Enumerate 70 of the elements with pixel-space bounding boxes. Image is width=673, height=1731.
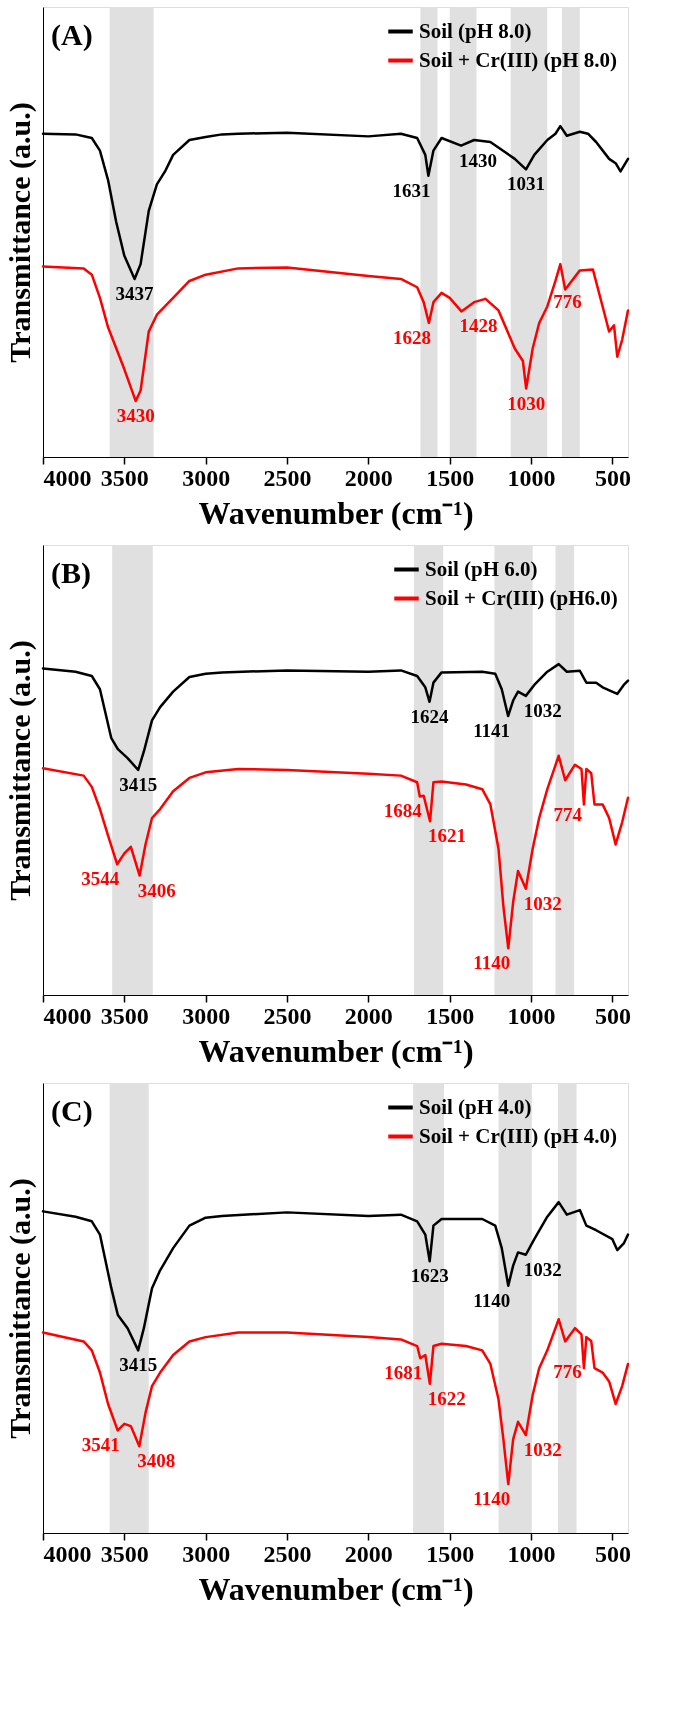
x-tick-label: 2000: [344, 1002, 393, 1029]
x-tick-label: 2000: [344, 464, 393, 491]
chart-title: (A): [51, 18, 93, 52]
x-tick-label: 2500: [263, 464, 312, 491]
annotation: 1623: [410, 1265, 449, 1287]
annotation: 1140: [473, 1488, 511, 1510]
x-tick-label: 500: [594, 1002, 631, 1029]
y-axis-title: Transmittance (a.u.): [2, 1178, 37, 1439]
annotation: 774: [553, 803, 583, 825]
x-tick-label: 1000: [507, 1540, 556, 1567]
chart-title: (C): [51, 1094, 93, 1128]
annotation: 1140: [473, 1289, 511, 1311]
x-tick-label: 3000: [182, 1002, 231, 1029]
x-tick-label: 3000: [182, 464, 231, 491]
annotation: 1621: [428, 825, 467, 847]
annotation: 1622: [427, 1387, 466, 1409]
chart-title: (B): [51, 556, 91, 590]
x-axis-title: Wavenumber (cm⁻¹): [198, 494, 474, 531]
x-tick-label: 3500: [100, 1002, 149, 1029]
annotation: 1032: [523, 699, 562, 721]
legend-label: Soil + Cr(III) (pH 4.0): [419, 1123, 618, 1148]
x-axis-title: Wavenumber (cm⁻¹): [198, 1570, 474, 1607]
x-tick-label: 1000: [507, 1002, 556, 1029]
x-tick-label: 2500: [263, 1002, 312, 1029]
x-tick-label: 500: [594, 464, 631, 491]
legend-label: Soil + Cr(III) (pH6.0): [425, 585, 618, 610]
x-tick-label: 1500: [426, 1002, 475, 1029]
annotation: 1032: [523, 892, 562, 914]
legend-label: Soil (pH 6.0): [425, 556, 538, 581]
x-tick-label: 3000: [182, 1540, 231, 1567]
x-tick-label: 1500: [426, 464, 475, 491]
annotation: 1428: [459, 315, 498, 337]
annotation: 3430: [116, 405, 155, 427]
x-tick-label: 4000: [43, 1540, 92, 1567]
x-tick-label: 2000: [344, 1540, 393, 1567]
legend-label: Soil (pH 4.0): [419, 1094, 532, 1119]
annotation: 1624: [410, 705, 450, 727]
annotation: 1140: [473, 952, 511, 974]
x-tick-label: 4000: [43, 1002, 92, 1029]
y-axis-title: Transmittance (a.u.): [2, 640, 37, 901]
legend-label: Soil + Cr(III) (pH 8.0): [419, 47, 618, 72]
annotation: 1430: [459, 149, 498, 171]
annotation: 3544: [81, 868, 120, 890]
annotation: 1628: [392, 326, 431, 348]
annotation: 3415: [119, 774, 158, 795]
annotation: 1631: [392, 179, 431, 201]
annotation: 3415: [119, 1354, 158, 1376]
annotation: 1684: [383, 800, 423, 822]
legend-label: Soil (pH 8.0): [419, 18, 532, 43]
x-tick-label: 3500: [100, 464, 149, 491]
x-tick-label: 1000: [507, 464, 556, 491]
annotation: 1141: [473, 720, 511, 742]
annotation: 1032: [523, 1439, 562, 1461]
annotation: 3408: [137, 1450, 176, 1472]
x-tick-label: 3500: [100, 1540, 149, 1567]
annotation: 3406: [137, 879, 176, 901]
x-tick-label: 1500: [426, 1540, 475, 1567]
annotation: 1030: [507, 392, 546, 414]
annotation: 1032: [523, 1258, 562, 1280]
annotation: 3437: [115, 282, 155, 304]
x-tick-label: 2500: [263, 1540, 312, 1567]
annotation: 1031: [507, 173, 545, 195]
x-tick-label: 4000: [43, 464, 92, 491]
x-axis-title: Wavenumber (cm⁻¹): [198, 1032, 474, 1069]
y-axis-title: Transmittance (a.u.): [2, 102, 37, 363]
annotation: 3541: [81, 1434, 120, 1456]
annotation: 1681: [384, 1362, 423, 1384]
annotation: 776: [553, 290, 582, 312]
x-tick-label: 500: [594, 1540, 631, 1567]
annotation: 776: [553, 1361, 582, 1383]
